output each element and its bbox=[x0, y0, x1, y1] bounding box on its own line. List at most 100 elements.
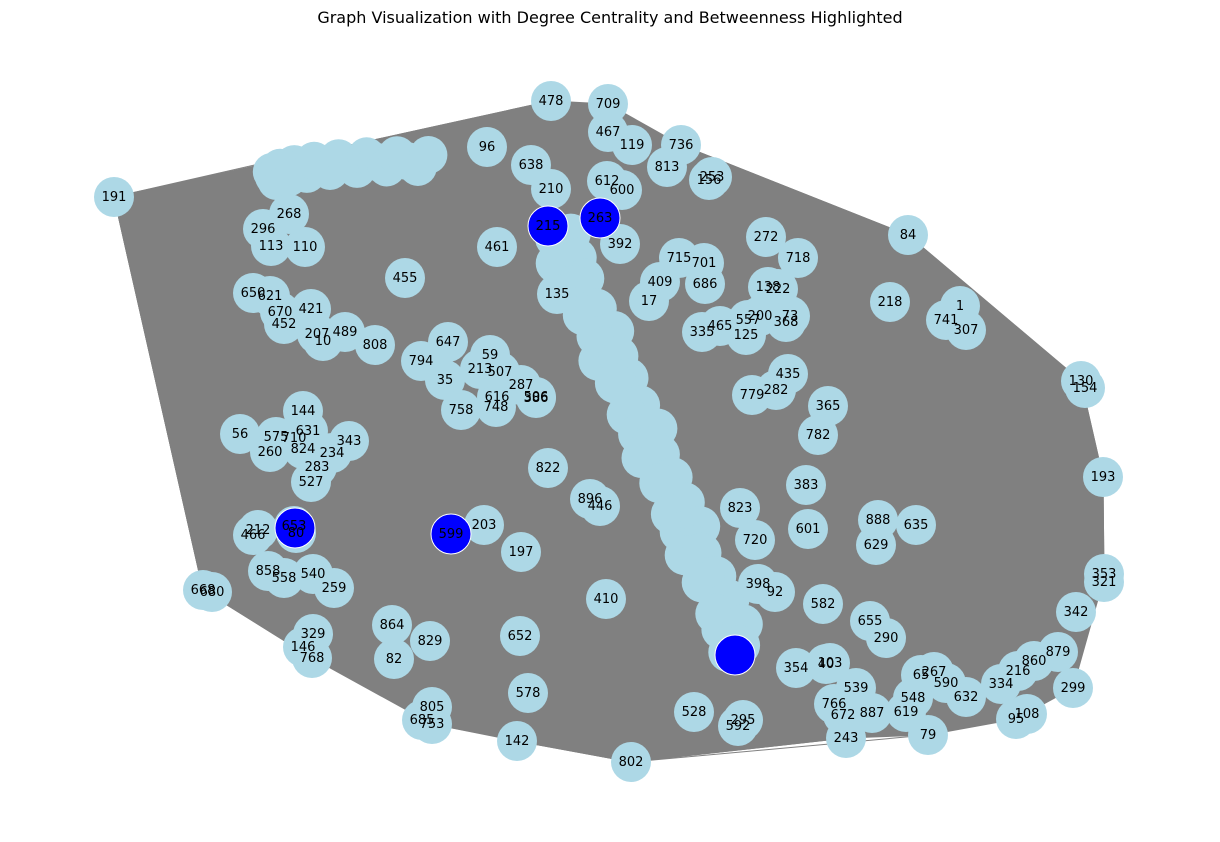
graph-node bbox=[409, 136, 448, 174]
node-label: 758 bbox=[449, 403, 474, 418]
node-label: 672 bbox=[831, 708, 856, 723]
graph-node bbox=[401, 341, 441, 381]
graph-node bbox=[402, 700, 442, 740]
node-label: 253 bbox=[700, 170, 725, 185]
node-label: 823 bbox=[728, 501, 753, 516]
graph-node bbox=[586, 579, 626, 619]
graph-node bbox=[192, 572, 232, 612]
graph-node bbox=[1065, 368, 1105, 408]
graph-node bbox=[786, 465, 826, 505]
node-label: 210 bbox=[539, 182, 564, 197]
graph-node bbox=[248, 551, 288, 591]
node-label: 296 bbox=[251, 222, 276, 237]
node-label: 507 bbox=[488, 365, 513, 380]
highlighted-node bbox=[714, 634, 756, 676]
graph-node bbox=[810, 643, 850, 683]
node-label: 879 bbox=[1046, 645, 1071, 660]
node-label: 680 bbox=[200, 585, 225, 600]
node-label: 321 bbox=[1092, 575, 1117, 590]
node-label: 887 bbox=[860, 706, 885, 721]
node-label: 353 bbox=[1092, 567, 1117, 582]
graph-node bbox=[647, 147, 687, 187]
graph-node bbox=[692, 157, 732, 197]
node-label: 56 bbox=[232, 427, 249, 442]
node-label: 299 bbox=[1061, 681, 1086, 696]
graph-node bbox=[896, 505, 936, 545]
node-label: 154 bbox=[1073, 381, 1098, 396]
node-label: 146 bbox=[291, 640, 316, 655]
node-label: 465 bbox=[708, 319, 733, 334]
graph-node bbox=[464, 505, 504, 545]
edge-line bbox=[113, 196, 204, 591]
graph-node bbox=[501, 532, 541, 572]
node-label: 592 bbox=[726, 719, 751, 734]
node-label: 715 bbox=[667, 251, 692, 266]
graph-node bbox=[996, 699, 1036, 739]
node-label: 621 bbox=[258, 289, 283, 304]
node-label: 753 bbox=[420, 717, 445, 732]
node-label: 718 bbox=[786, 251, 811, 266]
node-label: 736 bbox=[669, 138, 694, 153]
node-label: 858 bbox=[256, 564, 281, 579]
highlighted-node bbox=[274, 507, 316, 549]
node-label: 212 bbox=[246, 523, 271, 538]
node-label: 467 bbox=[596, 125, 621, 140]
graph-node bbox=[1083, 457, 1123, 497]
node-label: 824 bbox=[291, 442, 316, 457]
node-label: 478 bbox=[539, 94, 564, 109]
node-label: 1 bbox=[956, 299, 964, 314]
node-label: 813 bbox=[655, 160, 680, 175]
node-label: 96 bbox=[479, 140, 496, 155]
graph-node bbox=[674, 692, 714, 732]
node-label: 540 bbox=[301, 567, 326, 582]
node-label: 342 bbox=[1064, 605, 1089, 620]
node-label: 307 bbox=[954, 323, 979, 338]
node-label: 805 bbox=[420, 700, 445, 715]
node-label: 455 bbox=[393, 271, 418, 286]
node-label: 40 bbox=[818, 657, 835, 672]
edge-line bbox=[965, 329, 1104, 478]
node-label: 435 bbox=[776, 367, 801, 382]
graph-node bbox=[467, 127, 507, 167]
graph-node bbox=[611, 742, 651, 782]
graph-node bbox=[292, 638, 332, 678]
graph-node bbox=[685, 264, 725, 304]
graph-node bbox=[836, 668, 876, 708]
node-label: 701 bbox=[692, 256, 717, 271]
node-label: 709 bbox=[596, 97, 621, 112]
edge-line bbox=[630, 737, 847, 763]
node-label: 612 bbox=[595, 174, 620, 189]
node-label: 260 bbox=[258, 445, 283, 460]
node-label: 741 bbox=[934, 313, 959, 328]
node-label: 779 bbox=[740, 388, 765, 403]
node-label: 17 bbox=[641, 294, 658, 309]
node-label: 135 bbox=[545, 287, 570, 302]
node-label: 599 bbox=[439, 527, 464, 542]
graph-node bbox=[329, 421, 369, 461]
node-label: 287 bbox=[509, 378, 534, 393]
node-label: 421 bbox=[299, 302, 324, 317]
highlighted-node bbox=[579, 197, 621, 239]
graph-node bbox=[946, 310, 986, 350]
node-label: 84 bbox=[900, 228, 917, 243]
node-label: 409 bbox=[648, 275, 673, 290]
graph-node bbox=[778, 238, 818, 278]
graph-node bbox=[460, 349, 500, 389]
graph-node bbox=[1053, 668, 1093, 708]
graph-node bbox=[497, 721, 537, 761]
node-label: 638 bbox=[519, 158, 544, 173]
graph-node bbox=[385, 258, 425, 298]
node-label: 193 bbox=[1091, 470, 1116, 485]
node-label: 335 bbox=[690, 325, 715, 340]
graph-node bbox=[587, 161, 627, 201]
node-label: 213 bbox=[468, 362, 493, 377]
node-label: 489 bbox=[333, 325, 358, 340]
graph-node bbox=[798, 415, 838, 455]
node-label: 354 bbox=[784, 661, 809, 676]
graph-node bbox=[508, 673, 548, 713]
node-label: 600 bbox=[610, 183, 635, 198]
edge-line bbox=[113, 196, 241, 435]
node-label: 527 bbox=[299, 475, 324, 490]
node-label: 446 bbox=[588, 499, 613, 514]
